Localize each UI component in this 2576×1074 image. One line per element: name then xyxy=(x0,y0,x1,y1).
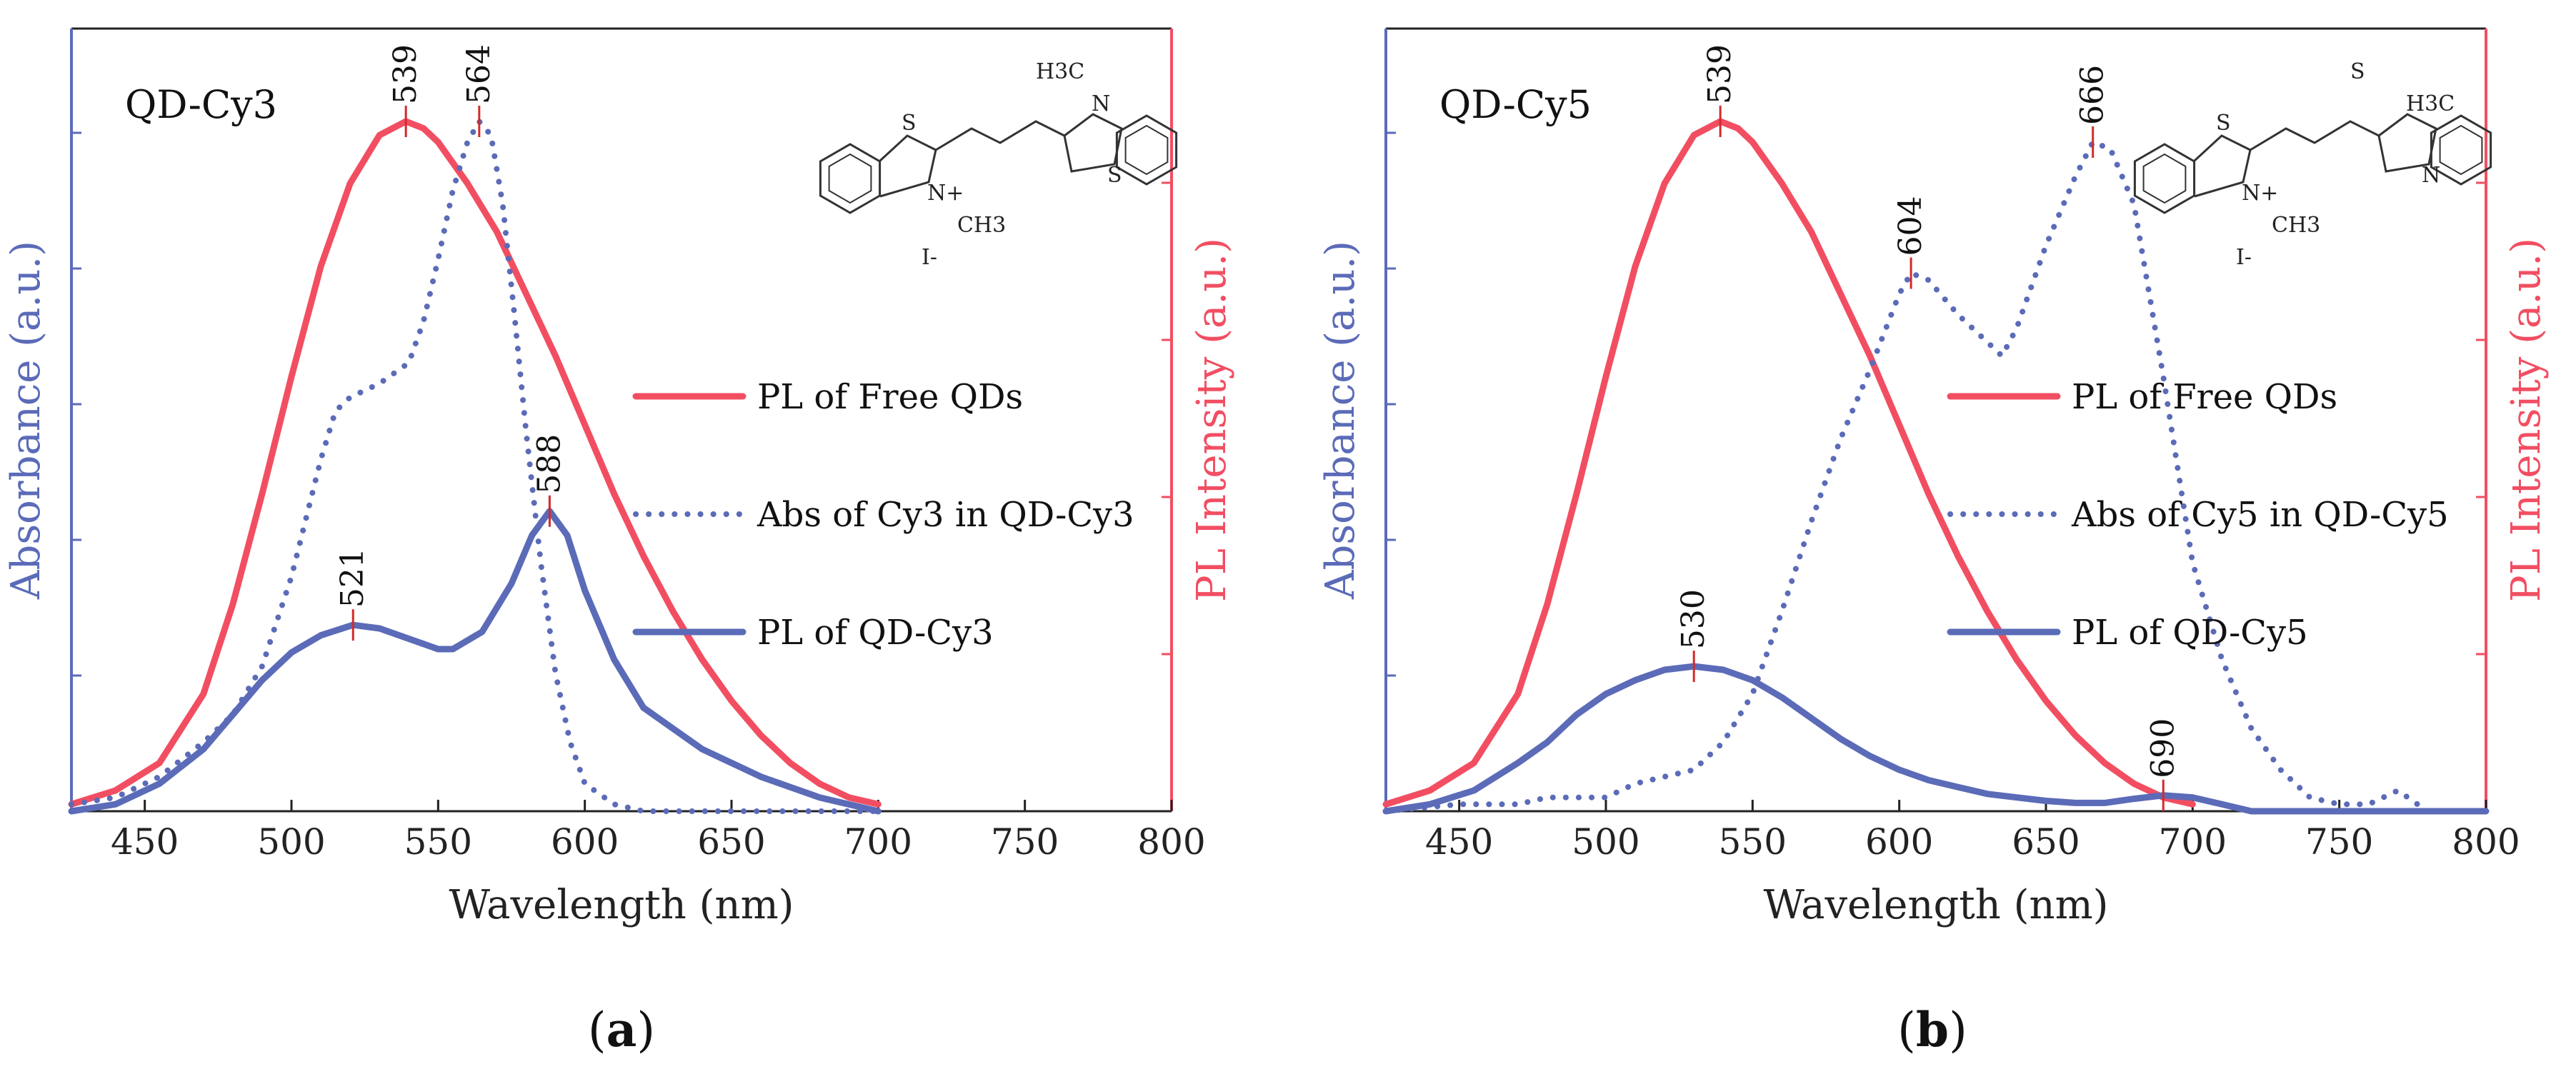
thiazole-right xyxy=(1063,113,1123,173)
molecule-atom-label: H3C xyxy=(1036,59,1084,84)
peak-label: 539 xyxy=(1702,44,1738,104)
molecule-atom-label: N+ xyxy=(2242,181,2278,206)
benzene-ring-left-inner xyxy=(2142,153,2187,204)
peak-label: 521 xyxy=(334,548,371,608)
x-tick-label: 650 xyxy=(2012,821,2080,863)
x-axis-label: Wavelength (nm) xyxy=(1763,882,2108,928)
y-axis-label-left: Absorbance (a.u.) xyxy=(3,241,49,600)
x-tick-label: 550 xyxy=(1719,821,1787,863)
molecule-atom-label: CH3 xyxy=(2272,213,2320,238)
molecule-structure: S N+ H3C N S CH3 I- xyxy=(2133,59,2492,270)
benzene-ring-right-inner xyxy=(2439,124,2483,176)
x-tick-label: 700 xyxy=(2159,821,2227,863)
series-line-1 xyxy=(69,119,882,814)
x-tick-label: 450 xyxy=(1425,821,1493,863)
x-tick-label: 600 xyxy=(551,821,619,863)
legend-label-2: PL of QD-Cy5 xyxy=(2072,613,2308,653)
peak-label: 564 xyxy=(461,44,497,104)
molecule-atom-label: N+ xyxy=(927,181,964,206)
legend-label-1: Abs of Cy3 in QD-Cy3 xyxy=(757,495,1134,535)
series-line-0 xyxy=(1382,118,2196,808)
peak-label: 539 xyxy=(387,44,424,104)
methine-chain xyxy=(935,120,1065,151)
panel-label: (a) xyxy=(588,1002,655,1058)
legend-label-0: PL of Free QDs xyxy=(2072,377,2337,417)
benzene-ring-right xyxy=(1115,114,1178,186)
panel-label: (b) xyxy=(1897,1002,1967,1058)
molecule-atom-label: S xyxy=(902,111,917,136)
legend-label-0: PL of Free QDs xyxy=(757,377,1023,417)
legend-label-2: PL of QD-Cy3 xyxy=(757,613,994,653)
x-tick-label: 800 xyxy=(1137,821,1205,863)
x-axis-label: Wavelength (nm) xyxy=(449,882,794,928)
molecule-atom-label: CH3 xyxy=(957,213,1006,238)
x-tick-label: 550 xyxy=(404,821,472,863)
y-axis-label-right: PL Intensity (a.u.) xyxy=(1189,238,1235,602)
peak-label: 530 xyxy=(1675,589,1712,649)
molecule-atom-label: I- xyxy=(2236,245,2252,270)
thiazole-right xyxy=(2377,113,2437,173)
chart-panel-b: 450 500 550 600 650 700 750 800 Wavelength (nm) A… xyxy=(1317,27,2550,1058)
x-tick-label: 750 xyxy=(991,821,1059,863)
series-line-2 xyxy=(68,508,882,815)
x-tick-label: 600 xyxy=(1865,821,1933,863)
molecule-atom-label: S xyxy=(2350,59,2365,84)
molecule-atom-label: S xyxy=(1107,163,1122,188)
peak-label: 588 xyxy=(531,434,567,494)
molecule-atom-label: N xyxy=(1092,91,1110,116)
molecule-atom-label: H3C xyxy=(2406,91,2455,116)
series-line-1 xyxy=(1383,139,2489,814)
peak-label: 604 xyxy=(1892,196,1929,256)
methine-chain xyxy=(2250,120,2380,151)
x-tick-label: 500 xyxy=(1572,821,1639,863)
benzene-ring-right-inner xyxy=(1124,124,1169,176)
x-tick-label: 750 xyxy=(2305,821,2373,863)
molecule-atom-label: S xyxy=(2216,111,2231,136)
molecule-atom-label: I- xyxy=(922,245,937,270)
x-tick-label: 500 xyxy=(257,821,325,863)
benzene-ring-left-inner xyxy=(828,153,872,204)
chart-panel-a: 450 500 550 600 650 700 750 800 Wavelength (nm) A… xyxy=(3,27,1235,1058)
benzene-ring-left xyxy=(819,143,882,214)
chart-title: QD-Cy5 xyxy=(1439,82,1592,127)
series-line-2 xyxy=(1382,663,2490,815)
series-line-0 xyxy=(68,118,882,808)
x-tick-label: 450 xyxy=(111,821,179,863)
molecule-structure: S N+ N S H3C CH3 I- xyxy=(819,59,1178,270)
molecule-atom-label: N xyxy=(2422,163,2440,188)
benzene-ring-right xyxy=(2430,114,2492,186)
x-tick-label: 800 xyxy=(2452,821,2520,863)
peak-label: 666 xyxy=(2075,65,2111,125)
y-axis-label-right: PL Intensity (a.u.) xyxy=(2503,238,2550,602)
benzene-ring-left xyxy=(2133,143,2196,214)
y-axis-label-left: Absorbance (a.u.) xyxy=(1317,241,1364,600)
peak-label: 690 xyxy=(2145,718,2181,778)
x-tick-label: 650 xyxy=(697,821,765,863)
legend-label-1: Abs of Cy5 in QD-Cy5 xyxy=(2071,495,2449,535)
x-tick-label: 700 xyxy=(844,821,912,863)
chart-title: QD-Cy3 xyxy=(125,82,277,127)
